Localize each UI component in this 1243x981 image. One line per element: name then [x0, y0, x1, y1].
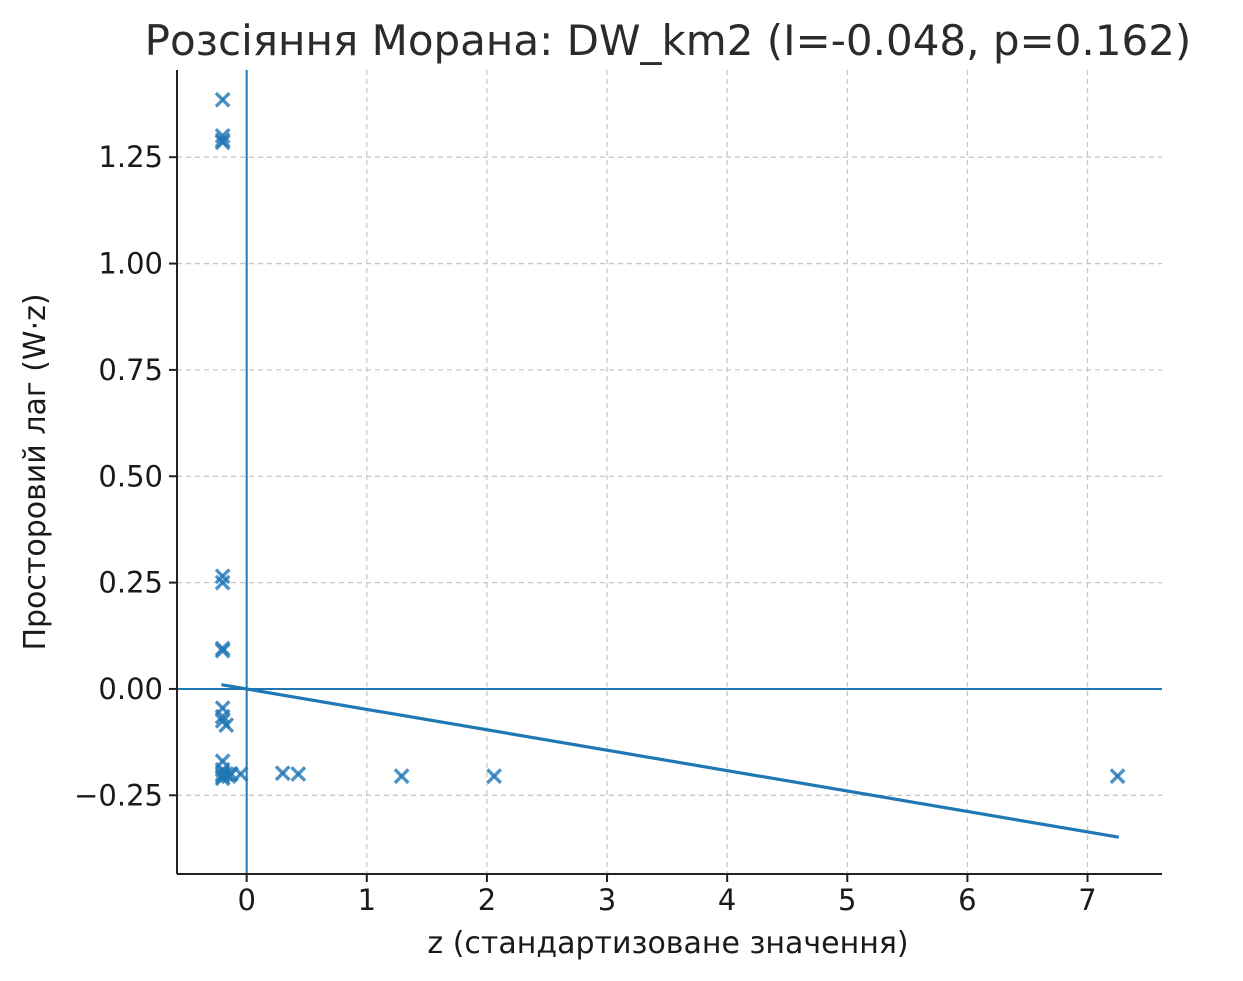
scatter-point-stroke-b: [214, 708, 231, 725]
x-tick-label: 0: [237, 883, 255, 917]
scatter-point-stroke-b: [218, 717, 235, 734]
x-tick-label: 5: [838, 883, 856, 917]
y-tick-label: 0.25: [98, 566, 163, 600]
scatter-point-stroke-b: [214, 642, 231, 659]
x-tick-label: 7: [1078, 883, 1096, 917]
scatter-point: [290, 766, 307, 782]
scatter-point: [274, 765, 291, 782]
x-tick-label: 2: [478, 883, 496, 917]
scatter-point: [218, 717, 235, 734]
scatter-point-stroke-b: [214, 574, 231, 591]
scatter-point-stroke-b: [232, 766, 249, 782]
y-tick-label: 0.75: [98, 353, 163, 387]
x-tick-label: 6: [958, 883, 976, 917]
scatter-point: [214, 574, 231, 591]
scatter-point-stroke-b: [214, 134, 231, 151]
scatter-point: [393, 768, 410, 785]
scatter-point: [486, 768, 503, 785]
reference-lines: [177, 70, 1162, 874]
x-axis-ticks: 0 1 2 3 4 5 6 7: [237, 874, 1097, 917]
scatter-point-stroke-b: [290, 766, 307, 782]
regression-line-path: [221, 683, 1120, 839]
y-tick-label: 0.50: [98, 459, 163, 493]
scatter-point-stroke-b: [274, 765, 291, 782]
x-tick-label: 3: [598, 883, 616, 917]
regression-line: [221, 683, 1120, 839]
scatter-point: [214, 642, 231, 659]
scatter-point-stroke-b: [1109, 768, 1126, 785]
scatter-point: [232, 766, 249, 782]
scatter-point: [214, 91, 231, 108]
scatter-point-stroke-b: [486, 768, 503, 785]
y-tick-label: 1.25: [98, 140, 163, 174]
axes-spines: [176, 70, 1162, 875]
y-tick-label: −0.25: [74, 778, 163, 812]
y-tick-label: 1.00: [98, 247, 163, 281]
scatter-points: [214, 91, 1126, 787]
chart-title: Розсіяння Морана: DW_km2 (I=-0.048, p=0.…: [145, 16, 1192, 65]
scatter-point: [214, 134, 231, 151]
y-axis-ticks: −0.25 0.00 0.25 0.50 0.75 1.00 1.25: [74, 140, 177, 812]
x-tick-label: 4: [718, 883, 736, 917]
x-tick-label: 1: [358, 883, 376, 917]
scatter-point: [214, 708, 231, 725]
scatter-point: [1109, 768, 1126, 785]
x-axis-label: z (стандартизоване значення): [427, 926, 908, 961]
scatter-point-stroke-b: [393, 768, 410, 785]
y-tick-label: 0.00: [98, 672, 163, 706]
y-axis-label: Просторовий лаг (W·z): [18, 293, 53, 650]
scatter-point-stroke-b: [214, 91, 231, 108]
grid-lines: [177, 70, 1162, 874]
